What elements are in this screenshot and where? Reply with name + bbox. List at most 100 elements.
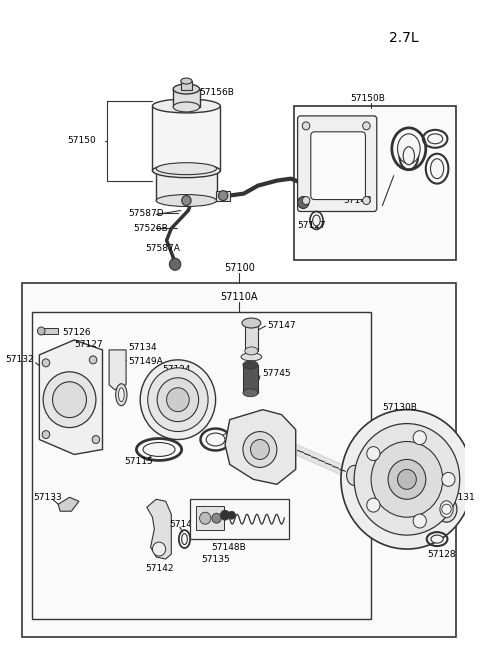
Circle shape <box>169 258 181 271</box>
Ellipse shape <box>436 496 457 522</box>
Text: 57123: 57123 <box>366 453 395 462</box>
Text: 57132: 57132 <box>5 356 34 364</box>
Circle shape <box>362 196 370 204</box>
Circle shape <box>52 382 86 418</box>
Text: 57124: 57124 <box>162 365 191 374</box>
Ellipse shape <box>245 347 258 355</box>
Ellipse shape <box>397 134 420 164</box>
Ellipse shape <box>119 388 124 402</box>
Polygon shape <box>109 350 126 390</box>
Circle shape <box>341 409 473 549</box>
Bar <box>23 283 456 637</box>
Polygon shape <box>225 409 296 484</box>
Circle shape <box>140 360 216 440</box>
Text: 57150: 57150 <box>68 136 96 145</box>
Circle shape <box>302 122 310 130</box>
Circle shape <box>153 542 166 556</box>
Polygon shape <box>58 497 79 511</box>
Circle shape <box>228 511 235 519</box>
Bar <box>245 323 258 351</box>
Bar <box>196 506 224 530</box>
Ellipse shape <box>181 534 187 544</box>
Text: 57131: 57131 <box>446 493 475 502</box>
Text: 57587A: 57587A <box>145 244 180 253</box>
Text: 57134: 57134 <box>128 343 156 352</box>
Bar <box>32 312 371 619</box>
Ellipse shape <box>347 466 362 485</box>
Circle shape <box>413 431 426 445</box>
Ellipse shape <box>242 318 261 328</box>
Text: 2.7L: 2.7L <box>389 31 418 45</box>
Text: 57110A: 57110A <box>220 292 258 302</box>
Text: 57130B: 57130B <box>383 403 417 412</box>
Circle shape <box>251 440 269 459</box>
Circle shape <box>92 436 100 443</box>
Text: 57127: 57127 <box>74 341 103 349</box>
Text: 57148B: 57148B <box>211 542 246 552</box>
Circle shape <box>42 359 50 367</box>
Text: 57120: 57120 <box>350 467 379 476</box>
Ellipse shape <box>153 99 220 113</box>
Bar <box>216 191 230 200</box>
Ellipse shape <box>241 353 262 361</box>
Bar <box>156 169 216 200</box>
Ellipse shape <box>243 361 258 369</box>
Circle shape <box>413 514 426 528</box>
Circle shape <box>397 470 416 489</box>
Circle shape <box>218 191 228 200</box>
Circle shape <box>43 372 96 428</box>
Bar <box>243 365 258 393</box>
Polygon shape <box>39 340 103 455</box>
Ellipse shape <box>181 78 192 84</box>
Text: 57147: 57147 <box>267 320 296 329</box>
Ellipse shape <box>153 164 220 178</box>
Ellipse shape <box>156 162 216 175</box>
Text: 57100: 57100 <box>224 263 254 273</box>
Circle shape <box>371 441 443 517</box>
Circle shape <box>148 368 208 432</box>
Circle shape <box>181 196 191 206</box>
Circle shape <box>167 388 189 411</box>
Text: 57135: 57135 <box>202 555 230 563</box>
Text: 57142: 57142 <box>145 565 173 574</box>
Ellipse shape <box>143 443 175 457</box>
Bar <box>181 81 192 90</box>
Text: 57745: 57745 <box>262 369 290 379</box>
Circle shape <box>302 196 310 204</box>
Circle shape <box>442 472 455 486</box>
Circle shape <box>200 512 211 524</box>
Circle shape <box>388 459 426 499</box>
Text: 57156B: 57156B <box>200 88 234 98</box>
Ellipse shape <box>440 501 453 517</box>
Text: 57143B: 57143B <box>360 485 395 494</box>
Text: 57587D: 57587D <box>128 209 164 218</box>
Ellipse shape <box>431 535 443 543</box>
Ellipse shape <box>243 388 258 397</box>
Bar <box>173 89 200 107</box>
Circle shape <box>354 424 460 535</box>
Ellipse shape <box>367 474 375 485</box>
Ellipse shape <box>173 102 200 112</box>
Bar <box>190 499 289 539</box>
Ellipse shape <box>206 433 225 446</box>
Text: 57150B: 57150B <box>350 94 385 103</box>
Circle shape <box>367 447 380 460</box>
Circle shape <box>243 432 277 468</box>
Bar <box>294 106 456 260</box>
Text: 57143: 57143 <box>169 519 198 529</box>
Text: 57115: 57115 <box>124 457 153 466</box>
Circle shape <box>89 356 97 364</box>
FancyBboxPatch shape <box>311 132 365 200</box>
Ellipse shape <box>428 134 443 144</box>
Text: 57149A: 57149A <box>128 358 163 366</box>
Circle shape <box>367 498 380 512</box>
Text: 57125: 57125 <box>228 427 256 436</box>
Polygon shape <box>147 499 171 559</box>
Ellipse shape <box>312 215 320 226</box>
Ellipse shape <box>403 147 414 164</box>
Bar <box>153 106 220 171</box>
Text: 57526B: 57526B <box>133 224 168 233</box>
Circle shape <box>212 514 221 523</box>
Circle shape <box>37 327 45 335</box>
Bar <box>41 328 58 334</box>
